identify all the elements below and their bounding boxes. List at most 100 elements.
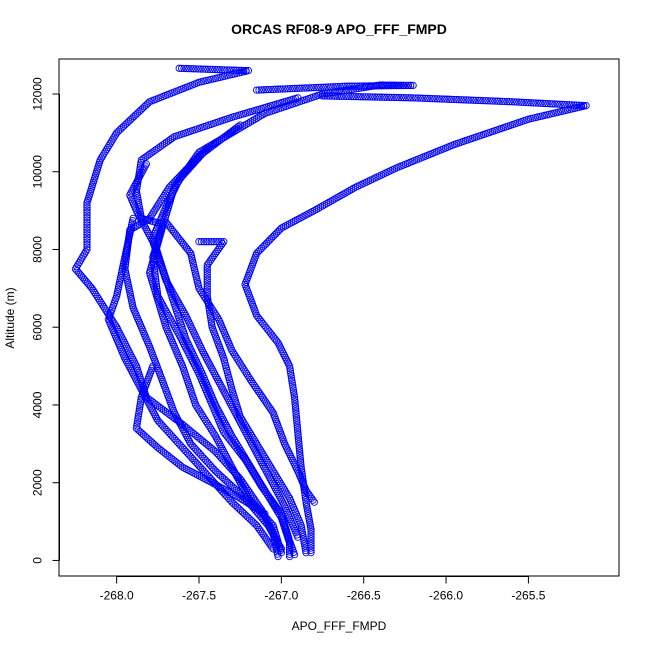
data-point (275, 509, 283, 518)
data-point (329, 196, 337, 204)
data-point (293, 426, 302, 434)
data-point (244, 499, 253, 508)
data-point (498, 97, 506, 106)
data-point (208, 321, 216, 329)
data-point (302, 549, 310, 557)
x-tick-label: -268.0 (100, 589, 134, 603)
data-point (196, 286, 204, 295)
data-point (204, 259, 213, 267)
data-point (101, 305, 109, 313)
data-point (450, 95, 458, 104)
data-point (203, 266, 211, 274)
data-point (237, 361, 245, 369)
data-point (203, 268, 211, 276)
data-point (261, 397, 269, 405)
data-point (153, 202, 162, 210)
data-point (287, 372, 295, 380)
data-point (395, 93, 403, 102)
data-point (189, 65, 198, 73)
data-point (246, 461, 254, 470)
data-point (337, 191, 345, 200)
data-point (83, 199, 91, 207)
data-point (165, 283, 174, 291)
data-point (265, 403, 273, 411)
data-point (464, 96, 473, 104)
data-point (352, 85, 360, 93)
data-point (491, 97, 499, 105)
data-point (175, 64, 183, 72)
data-point (205, 422, 213, 430)
data-point (249, 379, 257, 388)
data-point (331, 83, 339, 91)
data-point (320, 201, 329, 209)
data-point (258, 482, 266, 490)
data-point (137, 158, 145, 167)
data-point (247, 463, 255, 472)
data-point (292, 412, 300, 420)
data-point (160, 191, 168, 200)
data-point (134, 412, 142, 420)
data-point (236, 124, 244, 132)
data-point (419, 94, 427, 102)
data-point (256, 389, 264, 397)
data-point (290, 391, 298, 399)
data-point (262, 488, 270, 497)
data-point (282, 488, 290, 496)
data-point (385, 81, 394, 89)
data-point (307, 537, 315, 545)
data-point (156, 198, 164, 206)
data-point (196, 407, 204, 415)
data-point (206, 65, 214, 74)
data-point (486, 97, 494, 105)
data-point (200, 292, 208, 301)
data-point (293, 416, 301, 425)
data-point (177, 174, 185, 182)
data-point (208, 65, 217, 74)
data-point (167, 285, 175, 293)
data-point (383, 93, 391, 101)
data-point (525, 98, 533, 107)
data-point (150, 265, 159, 274)
data-point (305, 84, 313, 92)
data-point (232, 126, 240, 135)
data-point (248, 117, 257, 125)
data-point (254, 387, 263, 396)
data-point (484, 97, 492, 105)
y-axis-label: Altitude (m) (3, 287, 17, 348)
data-point (272, 536, 281, 544)
data-point (321, 92, 329, 100)
data-point (291, 398, 299, 406)
data-point (207, 316, 215, 324)
data-point (503, 97, 511, 106)
data-point (100, 150, 108, 158)
data-point (215, 238, 223, 246)
data-point (539, 99, 547, 108)
data-point (326, 92, 334, 100)
y-tick-label: 12000 (31, 77, 45, 111)
data-point (294, 435, 303, 443)
data-point (137, 393, 146, 401)
data-point (274, 85, 282, 93)
data-point (421, 94, 429, 103)
data-point (210, 430, 218, 438)
data-point (296, 454, 304, 462)
data-point (208, 305, 216, 313)
data-point (151, 273, 160, 281)
data-point (204, 299, 212, 307)
data-point (275, 477, 284, 486)
data-point (556, 100, 564, 108)
data-point (278, 482, 286, 490)
data-point (296, 449, 304, 457)
data-point (268, 407, 276, 415)
data-point (252, 383, 260, 392)
data-point (171, 293, 180, 301)
data-point (210, 238, 218, 246)
data-point (295, 447, 304, 455)
data-point (445, 95, 453, 103)
data-point (293, 419, 301, 427)
data-point (176, 462, 185, 470)
data-point (349, 184, 358, 193)
data-point (402, 94, 410, 102)
data-point (197, 288, 206, 297)
